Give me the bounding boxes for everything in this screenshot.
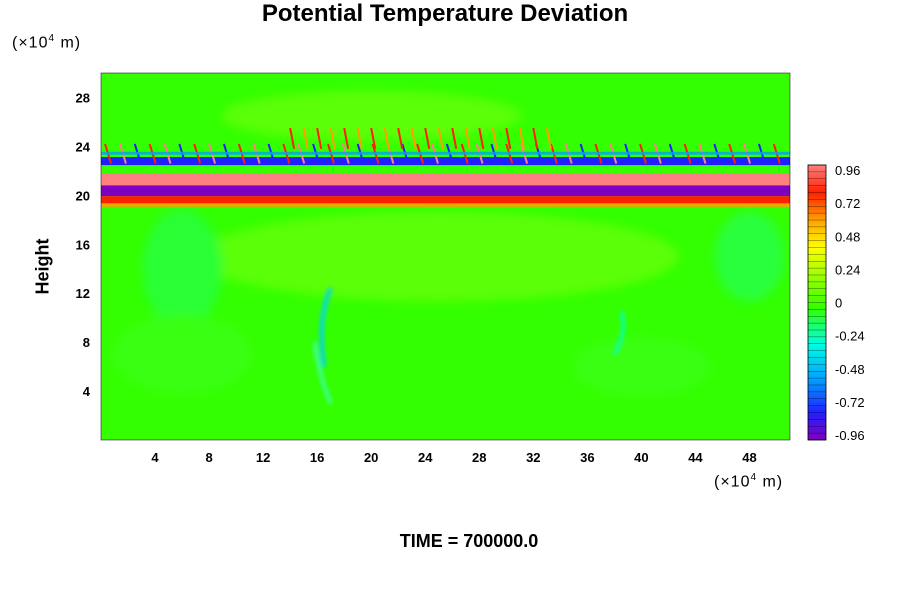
wave-stripe	[437, 127, 444, 150]
y-unit-prefix: (×10	[12, 34, 49, 52]
wave-stripe	[329, 127, 336, 150]
wave-detail	[101, 127, 790, 208]
x-tick-label: 40	[634, 450, 648, 465]
colorbar-tick-label: 0.96	[835, 163, 860, 178]
texture-blob	[142, 208, 223, 329]
colorbar-tick-label: 0.72	[835, 196, 860, 211]
texture-blob	[198, 211, 679, 302]
background-texture	[112, 90, 785, 397]
x-tick-label: 48	[742, 450, 756, 465]
wave-stripe	[464, 127, 471, 150]
texture-blob	[221, 90, 522, 141]
x-tick-label: 16	[310, 450, 324, 465]
y-tick-label: 24	[76, 139, 91, 154]
texture-blob	[112, 314, 253, 395]
orange-edge	[101, 203, 790, 208]
colorbar-tick-label: 0	[835, 296, 842, 311]
chart-title: Potential Temperature Deviation	[261, 0, 629, 27]
colorbar-tick-label: 0.48	[835, 229, 860, 244]
x-tick-label: 44	[688, 450, 703, 465]
wave-stripe	[545, 127, 552, 150]
wave-stripe	[505, 127, 512, 150]
colorbar-tick-label: -0.24	[835, 329, 865, 344]
streak-line	[319, 287, 333, 367]
wave-stripe	[451, 127, 458, 150]
wave-stripe	[532, 127, 539, 150]
colorbar-tick-label: 0.24	[835, 262, 860, 277]
x-tick-label: 28	[472, 450, 486, 465]
wave-stripe	[478, 127, 485, 150]
colorbar-tick-label: -0.72	[835, 395, 865, 410]
x-tick-label: 20	[364, 450, 378, 465]
x-tick-label: 4	[151, 450, 159, 465]
x-tick-label: 12	[256, 450, 270, 465]
plot-frame	[100, 72, 791, 441]
blue-edge	[101, 151, 790, 155]
wave-stripe	[343, 127, 350, 150]
data-band	[101, 182, 790, 197]
texture-blob	[714, 211, 785, 302]
wave-stripe	[491, 127, 498, 150]
wave-stripe	[424, 127, 431, 150]
x-tick-label: 36	[580, 450, 594, 465]
y-tick-label: 16	[76, 237, 90, 252]
band-layer	[101, 157, 790, 205]
y-tick-label: 28	[76, 90, 90, 105]
y-axis-unit: (×104 m)	[12, 33, 81, 52]
wave-stripe	[397, 127, 404, 150]
wave-stripe	[356, 127, 363, 150]
y-tick-label: 4	[83, 384, 91, 399]
data-band	[101, 157, 790, 166]
streak-line	[613, 311, 625, 356]
texture-blob	[571, 336, 712, 397]
wave-stripe	[370, 127, 377, 150]
time-label: TIME = 700000.0	[399, 531, 539, 551]
y-tick-label: 20	[76, 188, 90, 203]
wave-stripe	[383, 127, 390, 150]
y-unit-exponent: 4	[48, 33, 56, 44]
wave-stripe	[289, 127, 296, 150]
x-tick-label: 8	[205, 450, 212, 465]
y-unit-suffix: m)	[55, 34, 82, 52]
x-tick-label: 32	[526, 450, 540, 465]
x-unit-suffix: m)	[757, 473, 784, 491]
wave-stripe	[410, 127, 417, 150]
y-tick-label: 12	[76, 286, 90, 301]
x-unit-exponent: 4	[750, 472, 758, 483]
streak-line	[312, 341, 333, 404]
colorbar-tick-label: -0.48	[835, 362, 865, 377]
wave-stripe	[518, 127, 525, 150]
x-unit-prefix: (×10	[714, 473, 751, 491]
wave-stripe	[302, 127, 309, 150]
y-tick-label: 8	[83, 335, 90, 350]
colorbar-tick-label: -0.96	[835, 428, 865, 443]
data-band	[101, 196, 790, 205]
wave-stripe	[316, 127, 323, 150]
data-band	[101, 173, 790, 186]
x-axis-unit: (×104 m)	[714, 472, 783, 491]
x-tick-label: 24	[418, 450, 433, 465]
cyan-streak	[312, 287, 625, 404]
